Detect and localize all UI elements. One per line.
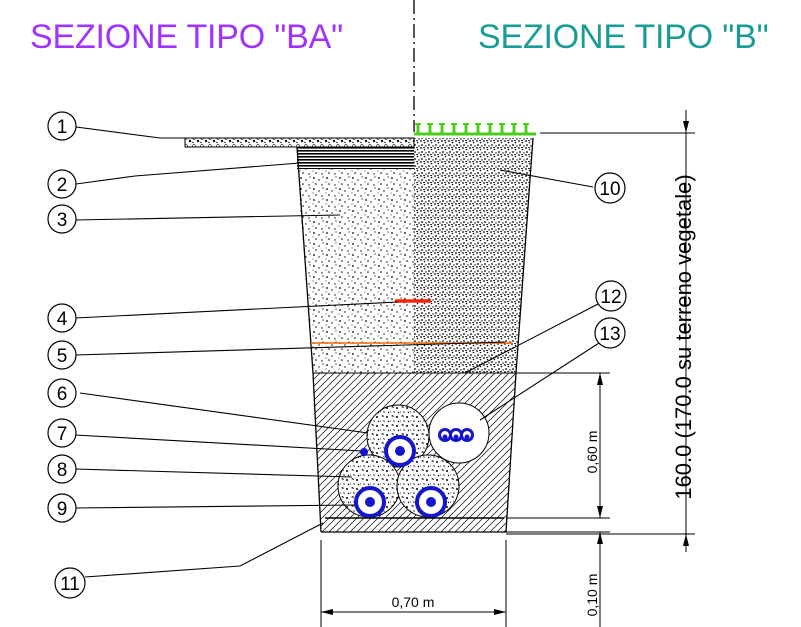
callout-11: 11 xyxy=(54,567,86,599)
cable-duct-icon xyxy=(354,486,386,518)
dim-label-060: 0,60 m xyxy=(584,431,600,474)
svg-text:11: 11 xyxy=(60,574,80,595)
callout-9: 9 xyxy=(47,493,77,523)
svg-text:6: 6 xyxy=(57,384,68,405)
binder-layer xyxy=(297,147,414,169)
svg-text:10: 10 xyxy=(599,179,620,200)
dim-label-010: 0,10 m xyxy=(584,574,600,617)
svg-text:8: 8 xyxy=(57,460,68,481)
callout-markers: 1 2 3 4 5 6 7 8 9 10 11 12 13 xyxy=(47,111,627,599)
asphalt-layer xyxy=(184,137,415,148)
dimension-arrows xyxy=(321,121,689,615)
callout-3: 3 xyxy=(47,204,77,234)
callout-1: 1 xyxy=(47,111,77,141)
callout-10: 10 xyxy=(594,172,626,204)
leader-lines xyxy=(74,126,600,578)
callout-13: 13 xyxy=(594,317,626,349)
svg-text:7: 7 xyxy=(57,424,68,445)
svg-text:2: 2 xyxy=(57,175,68,196)
fibre-duct-icon xyxy=(438,428,474,442)
svg-text:4: 4 xyxy=(57,309,68,330)
svg-text:9: 9 xyxy=(57,499,68,520)
callout-5: 5 xyxy=(47,340,77,370)
svg-text:5: 5 xyxy=(57,346,68,367)
cable-duct-icon xyxy=(415,486,447,518)
title-sezione-b: SEZIONE TIPO "B" xyxy=(478,18,769,56)
dim-label-total-depth: 160.0 (170.0 su terreno vegetale) xyxy=(671,174,696,499)
earth-conductor xyxy=(360,448,368,456)
title-sezione-ba: SEZIONE TIPO "BA" xyxy=(30,18,343,56)
callout-12: 12 xyxy=(595,280,627,312)
fill-layer-ba xyxy=(297,167,414,373)
svg-text:3: 3 xyxy=(57,210,68,231)
callout-6: 6 xyxy=(47,378,77,408)
dim-label-width: 0,70 m xyxy=(392,594,435,610)
callout-7: 7 xyxy=(47,418,77,448)
cable-duct-icon xyxy=(384,435,416,467)
svg-text:13: 13 xyxy=(599,324,620,345)
callout-8: 8 xyxy=(47,454,77,484)
fill-layer-b xyxy=(414,138,533,373)
svg-text:1: 1 xyxy=(57,117,68,138)
svg-text:12: 12 xyxy=(600,287,621,308)
callout-2: 2 xyxy=(47,169,77,199)
grass-symbol-icon xyxy=(414,123,536,136)
callout-4: 4 xyxy=(47,303,77,333)
